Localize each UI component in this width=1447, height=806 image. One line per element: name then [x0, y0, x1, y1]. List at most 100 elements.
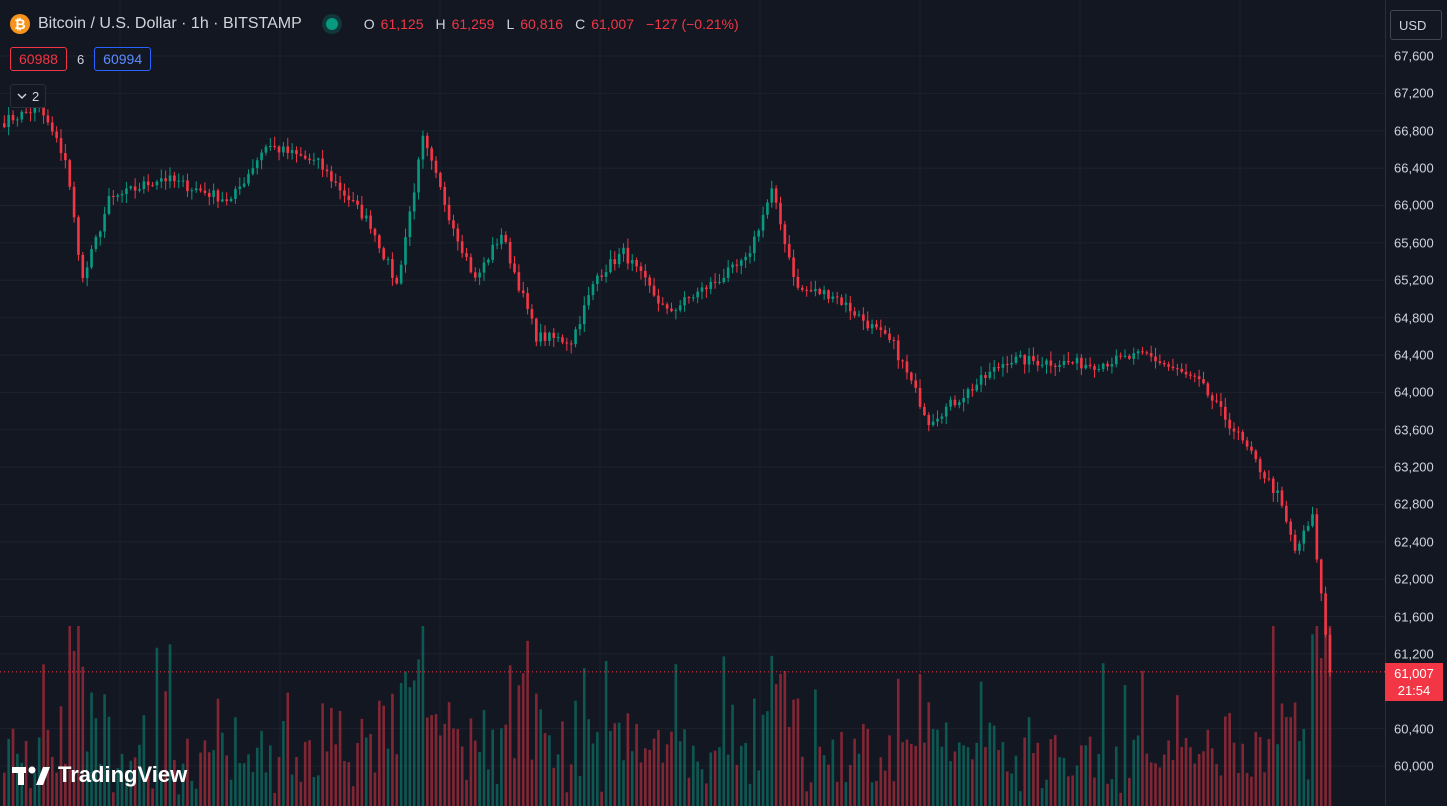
candle-body [587, 295, 590, 306]
candle-body [286, 146, 290, 154]
candle-body [753, 236, 756, 254]
volume-bar [814, 689, 817, 806]
volume-bar [757, 770, 761, 806]
candle-body [787, 244, 791, 258]
sell-price-button[interactable]: 60988 [10, 47, 67, 71]
volume-bar [290, 774, 294, 806]
candle-body [992, 367, 996, 372]
candle-body [875, 324, 878, 328]
volume-bar [744, 742, 747, 806]
candle-body [386, 259, 390, 261]
volume-bar [395, 754, 399, 806]
candle-body [665, 304, 669, 309]
candle-body [72, 186, 76, 218]
symbol-title[interactable]: Bitcoin / U.S. Dollar · 1h · BITSTAMP [38, 15, 302, 32]
spread-value: 6 [76, 51, 85, 67]
chart-pane[interactable] [0, 0, 1385, 806]
volume-bar [1328, 626, 1332, 806]
candle-body [617, 253, 621, 265]
volume-bar [207, 752, 211, 806]
volume-bar [273, 792, 276, 806]
candle-body [574, 329, 577, 345]
candle-body [1067, 361, 1070, 363]
candle-body [761, 214, 765, 231]
volume-bar [456, 729, 460, 806]
candle-body [1263, 472, 1266, 479]
candle-body [526, 293, 529, 310]
indicators-toggle-button[interactable]: 2 [10, 84, 47, 108]
price-tick: 64,400 [1394, 347, 1434, 363]
candle-body [1053, 365, 1057, 367]
candle-body [1023, 355, 1027, 365]
volume-bar [896, 678, 900, 806]
volume-bar [360, 718, 364, 806]
volume-bar [1049, 739, 1053, 806]
candle-body [709, 281, 713, 290]
chevron-down-icon [17, 93, 27, 99]
volume-bar [378, 700, 381, 806]
open-value: 61,125 [380, 16, 424, 32]
candle-body [953, 399, 957, 406]
candle-body [107, 196, 111, 214]
candle-body [1080, 357, 1083, 369]
volume-bar [37, 737, 41, 806]
candle-body [1101, 363, 1105, 370]
volume-bar [565, 792, 569, 806]
candle-body [1280, 490, 1284, 506]
candle-body [565, 342, 569, 344]
close-value: 61,007 [591, 16, 635, 32]
candle-body [1001, 364, 1005, 368]
candle-body [11, 114, 15, 121]
candle-body [905, 361, 909, 373]
volume-bar [1106, 783, 1109, 806]
candle-body [901, 360, 904, 362]
volume-bar [953, 751, 957, 806]
volume-bar [1014, 755, 1018, 806]
tradingview-logo[interactable]: TradingView [12, 762, 187, 788]
candle-body [735, 264, 739, 266]
candle-body [1097, 369, 1101, 371]
candle-body [1193, 375, 1197, 377]
volume-bar [430, 715, 433, 806]
volume-bar [338, 710, 342, 806]
candle-body [146, 181, 150, 186]
candle-body [1306, 525, 1310, 531]
candle-body [739, 260, 743, 266]
candlestick-chart[interactable] [0, 0, 1385, 806]
volume-bar [508, 665, 512, 806]
candle-body [931, 421, 935, 426]
candle-body [50, 122, 54, 132]
volume-bar [892, 781, 896, 806]
buy-price-button[interactable]: 60994 [94, 47, 152, 71]
volume-bar [770, 655, 774, 806]
volume-bar [225, 755, 229, 806]
candle-body [273, 145, 276, 147]
volume-bar [138, 744, 141, 806]
currency-button[interactable]: USD [1390, 10, 1442, 40]
volume-bar [1285, 717, 1288, 806]
volume-bar [465, 779, 468, 806]
volume-bar [683, 729, 686, 806]
candle-body [757, 230, 761, 237]
candle-body [879, 327, 883, 330]
candle-body [1184, 371, 1188, 375]
volume-bar [722, 656, 726, 806]
candle-body [1171, 366, 1175, 369]
candle-body [308, 158, 311, 161]
volume-bar [879, 757, 883, 806]
candle-body [1027, 356, 1031, 365]
price-tick: 62,000 [1394, 571, 1434, 587]
volume-bar [796, 698, 800, 806]
volume-bar [277, 757, 281, 806]
candle-body [1106, 363, 1109, 367]
volume-bar [535, 693, 538, 806]
market-status-icon[interactable] [325, 18, 338, 30]
volume-bar [923, 742, 926, 806]
candle-body [247, 173, 250, 184]
volume-bar [670, 731, 673, 806]
volume-bar [1158, 767, 1162, 806]
volume-bar [927, 702, 931, 806]
candle-body [142, 181, 146, 190]
candle-body [604, 272, 608, 277]
candle-body [949, 399, 952, 407]
